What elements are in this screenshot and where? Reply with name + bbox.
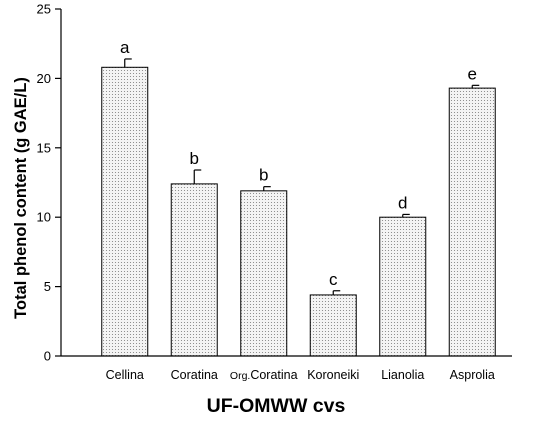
significance-letter: c [329, 270, 338, 289]
error-bar [263, 186, 271, 191]
bars-layer: a b b c d e [101, 38, 496, 357]
error-bar [471, 84, 480, 89]
error-bar [332, 290, 341, 295]
x-tick-label: Coratina [171, 368, 218, 382]
x-tick-label: Lianolia [381, 368, 424, 382]
bar [170, 183, 218, 357]
y-axis-title: Total phenol content (g GAE/L) [12, 77, 30, 319]
bar [379, 216, 427, 357]
bar [240, 190, 288, 357]
x-tick-label: Koroneiki [307, 368, 359, 382]
axes-layer: Cellina Coratina Org.Coratina Koroneiki Lian… [37, 2, 512, 382]
x-tick-label-main: Coratina [250, 368, 297, 382]
significance-letter: d [398, 193, 407, 212]
y-tick-label: 0 [44, 349, 51, 364]
y-tick-label: 25 [37, 2, 51, 17]
error-bar [402, 213, 410, 218]
y-tick-label: 20 [37, 71, 51, 86]
bar [101, 66, 149, 357]
x-axis-title: UF-OMWW cvs [207, 395, 346, 417]
y-tick-label: 15 [37, 140, 51, 155]
significance-letter: e [468, 64, 477, 83]
x-tick-label-prefix: Org. [230, 370, 250, 382]
y-tick-label: 5 [44, 279, 51, 294]
bar [309, 294, 357, 357]
y-tick-label: 10 [37, 210, 51, 225]
significance-letter: b [259, 166, 268, 185]
error-bar [124, 58, 132, 68]
x-tick-label: Asprolia [450, 368, 495, 382]
bar [448, 87, 496, 357]
x-tick-label: Cellina [106, 368, 144, 382]
error-bar [193, 169, 202, 184]
x-tick-label: Org.Coratina [230, 368, 298, 382]
significance-letter: b [190, 149, 199, 168]
significance-letter: a [120, 38, 130, 57]
